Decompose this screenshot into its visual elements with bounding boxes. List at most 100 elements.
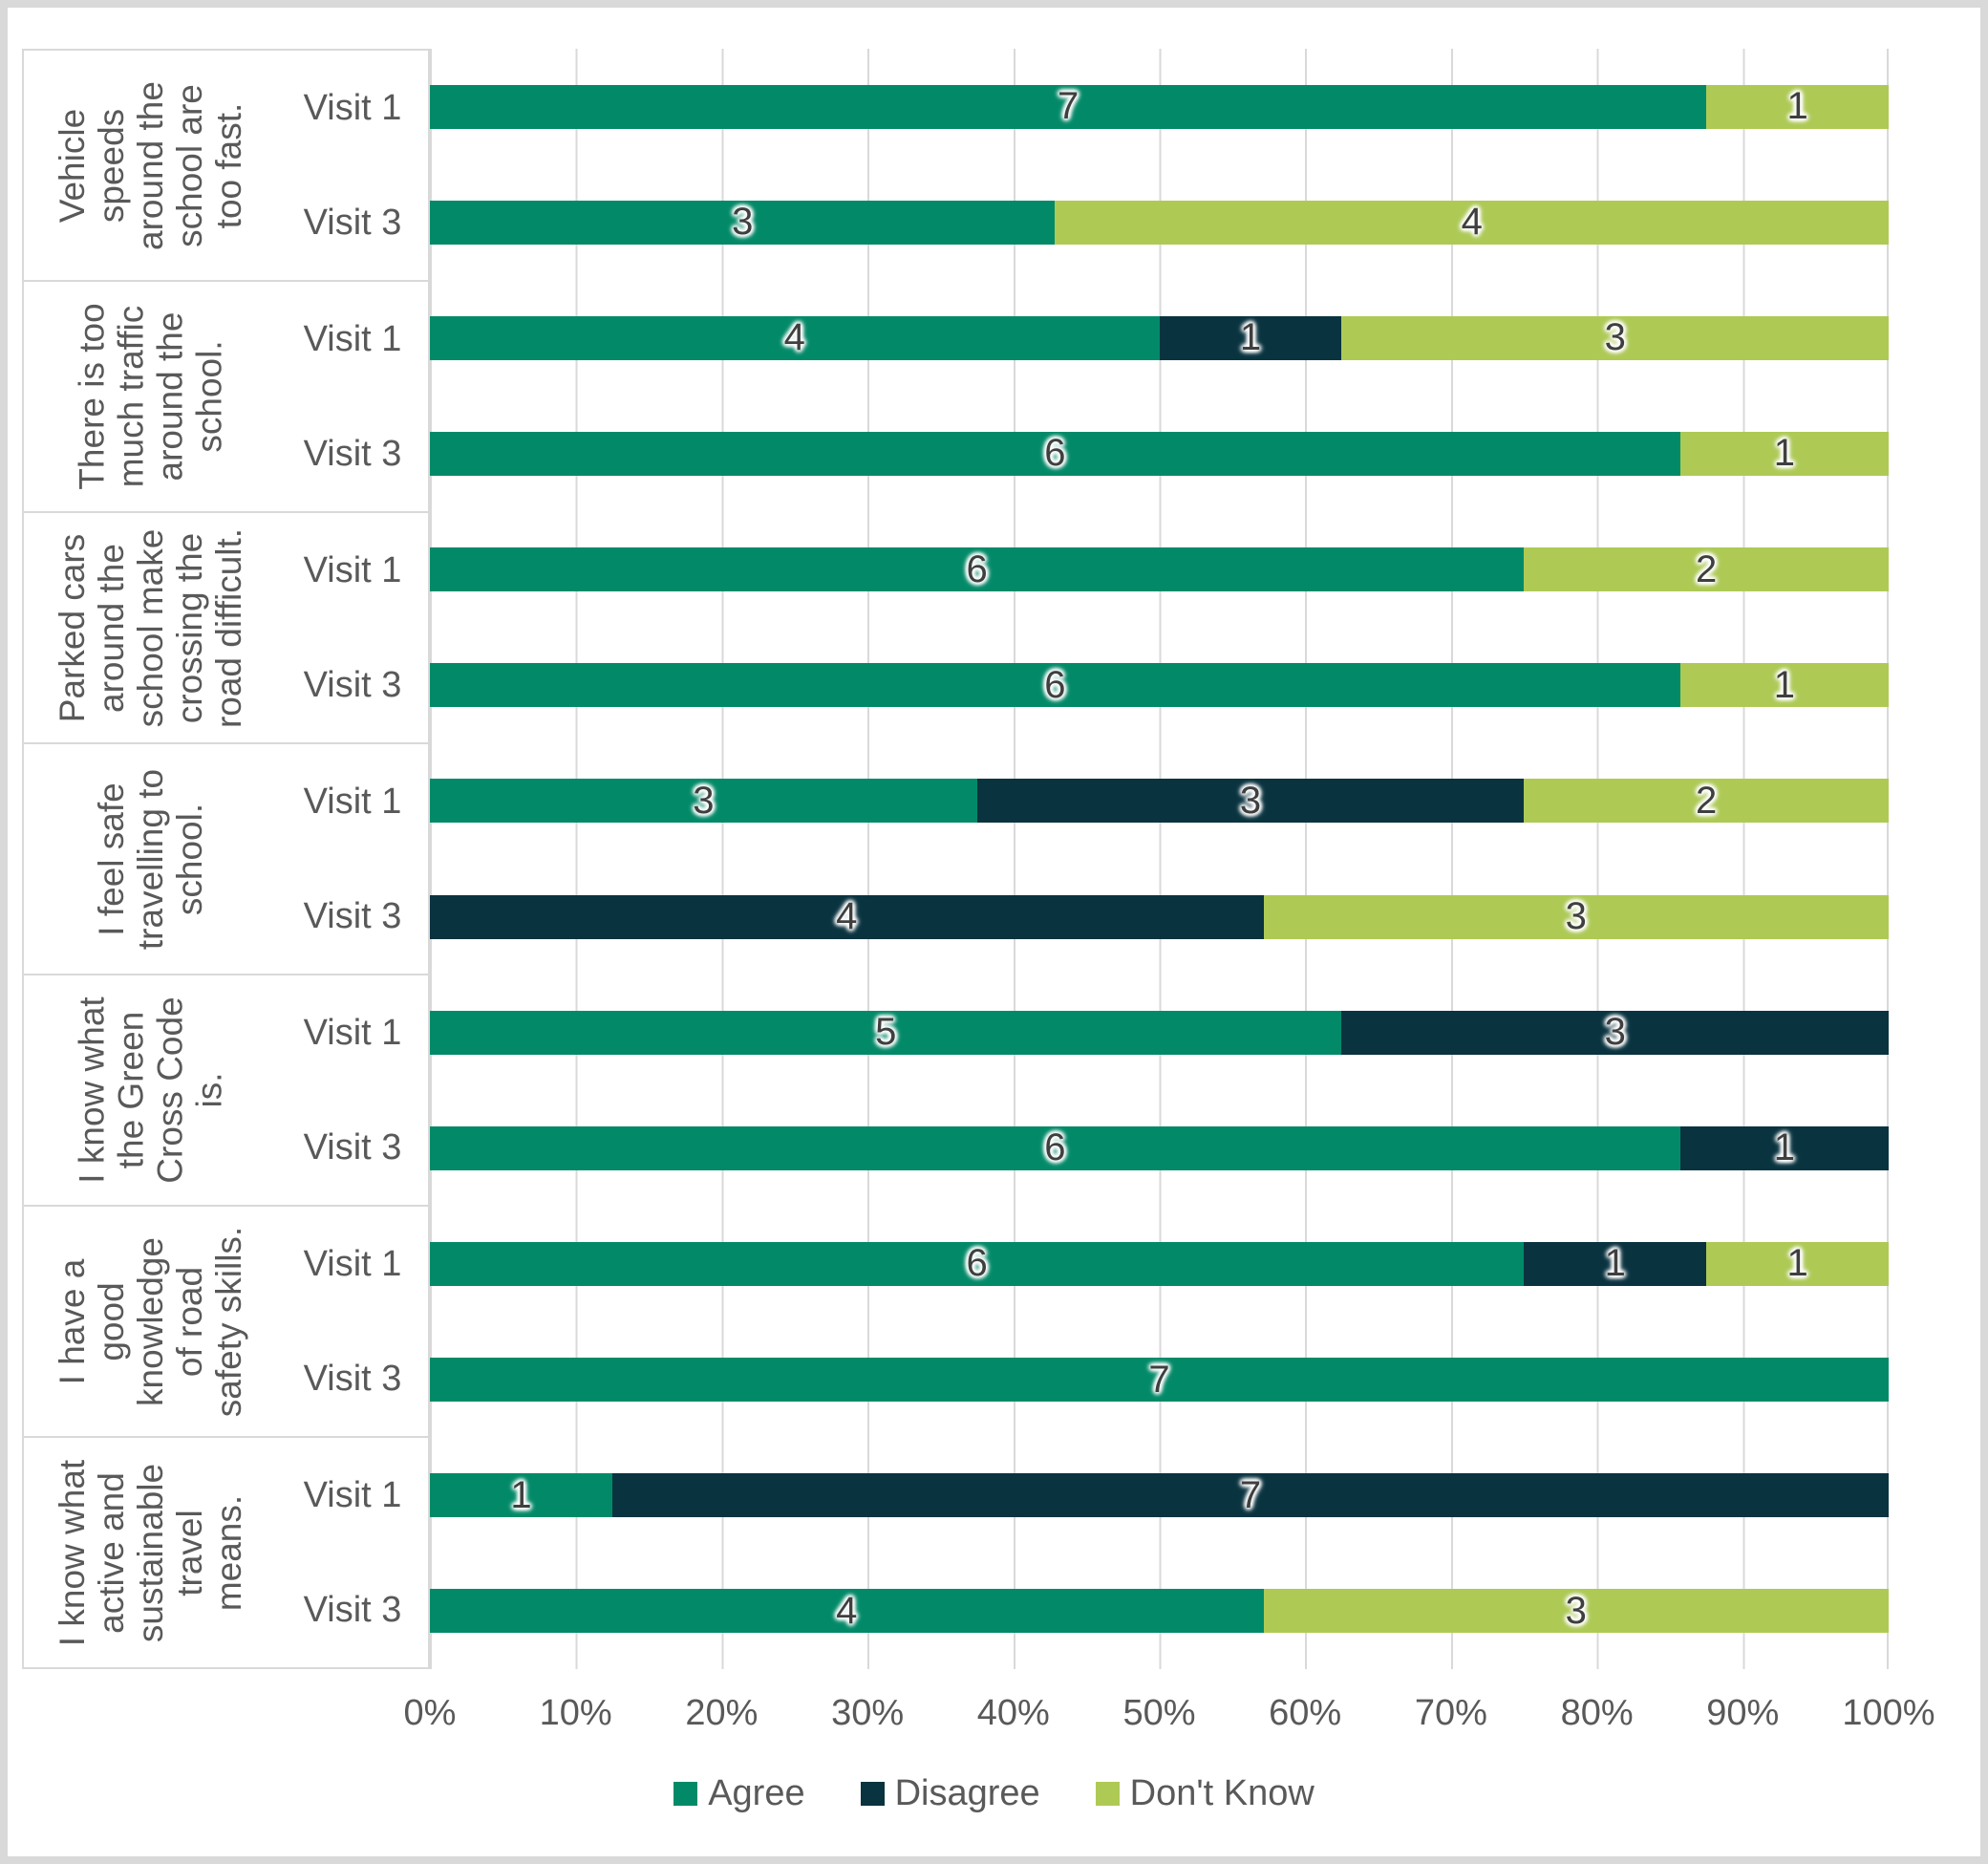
data-label: 6 bbox=[1044, 432, 1066, 475]
bar-segment-disagree: 4 bbox=[430, 894, 1264, 939]
category-group: I feel safe travelling to school. Visit 1… bbox=[24, 742, 428, 974]
visit-label: Visit 3 bbox=[303, 1589, 402, 1630]
bar-segment-agree: 3 bbox=[430, 779, 977, 824]
bar-segment-agree: 5 bbox=[430, 1010, 1342, 1055]
category-label-cell: I know what active and sustainable trave… bbox=[24, 1438, 277, 1667]
legend: Agree Disagree Don't Know bbox=[0, 1773, 1988, 1814]
data-label: 1 bbox=[1773, 1126, 1796, 1169]
data-label: 1 bbox=[1239, 316, 1262, 359]
data-label: 3 bbox=[1604, 316, 1626, 359]
visit-label: Visit 3 bbox=[303, 202, 402, 243]
bar-segment-agree: 6 bbox=[430, 547, 1525, 592]
data-label: 3 bbox=[1604, 1011, 1626, 1054]
data-label: 1 bbox=[510, 1473, 532, 1516]
bar-segment-agree: 6 bbox=[430, 1125, 1680, 1170]
bar-row: 3 3 2 bbox=[430, 743, 1889, 859]
data-label: 2 bbox=[1696, 547, 1718, 590]
data-label: 1 bbox=[1773, 432, 1796, 475]
bar-segment-don-t-know: 2 bbox=[1524, 779, 1889, 824]
data-label: 1 bbox=[1604, 1242, 1626, 1285]
visit-label-column: Visit 1 Visit 3 bbox=[277, 1438, 428, 1667]
x-tick-label: 40% bbox=[976, 1693, 1050, 1733]
bar-segment-don-t-know: 3 bbox=[1341, 315, 1889, 360]
visit-label: Visit 1 bbox=[303, 781, 402, 822]
category-label-cell: I have a good knowledge of road safety s… bbox=[24, 1207, 277, 1436]
x-axis: 0% 10% 20% 30% 40% 50% 60% 70% 80% 90% 100% bbox=[404, 1693, 1935, 1741]
category-group: I know what the Green Cross Code is. Visi… bbox=[24, 974, 428, 1205]
visit-label: Visit 1 bbox=[303, 1474, 402, 1515]
data-label: 6 bbox=[1044, 663, 1066, 706]
data-label: 4 bbox=[836, 1589, 858, 1632]
legend-item: Don't Know bbox=[1095, 1773, 1315, 1814]
visit-label-column: Visit 1 Visit 3 bbox=[277, 51, 428, 280]
bar-row: 7 bbox=[430, 1322, 1889, 1438]
visit-label: Visit 1 bbox=[303, 1012, 402, 1053]
legend-label: Don't Know bbox=[1129, 1773, 1315, 1813]
data-label: 3 bbox=[693, 779, 715, 822]
bar-segment-disagree: 1 bbox=[1679, 1125, 1889, 1170]
visit-label: Visit 3 bbox=[303, 433, 402, 474]
bar-segment-disagree: 1 bbox=[1524, 1241, 1707, 1286]
x-tick-label: 30% bbox=[831, 1693, 905, 1733]
visit-label: Visit 3 bbox=[303, 1126, 402, 1168]
category-label-cell: I know what the Green Cross Code is. bbox=[24, 975, 277, 1205]
data-label: 3 bbox=[1565, 895, 1587, 938]
visit-label-column: Visit 1 Visit 3 bbox=[277, 744, 428, 974]
visit-label-column: Visit 1 Visit 3 bbox=[277, 1207, 428, 1436]
category-group: There is too much traffic around the sch… bbox=[24, 280, 428, 511]
bar-segment-don-t-know: 3 bbox=[1263, 894, 1889, 939]
stacked-bar: 3 3 2 bbox=[430, 779, 1889, 824]
bar-segment-disagree: 7 bbox=[611, 1473, 1889, 1518]
bar-segment-agree: 3 bbox=[430, 200, 1056, 245]
bar-row: 4 1 3 bbox=[430, 280, 1889, 396]
data-label: 6 bbox=[1044, 1126, 1066, 1169]
x-tick-label: 50% bbox=[1122, 1693, 1196, 1733]
visit-label: Visit 1 bbox=[303, 318, 402, 359]
data-label: 1 bbox=[1786, 85, 1808, 128]
bar-segment-agree: 6 bbox=[430, 431, 1680, 476]
legend-label: Disagree bbox=[894, 1773, 1040, 1813]
data-label: 6 bbox=[966, 547, 988, 590]
stacked-bar: 4 1 3 bbox=[430, 315, 1889, 360]
category-group: Parked cars around the school make cross… bbox=[24, 511, 428, 742]
data-label: 1 bbox=[1786, 1242, 1808, 1285]
bar-segment-agree: 4 bbox=[430, 1589, 1264, 1634]
stacked-bar: 7 bbox=[430, 1358, 1889, 1403]
bar-segment-agree: 6 bbox=[430, 663, 1680, 708]
data-label: 4 bbox=[783, 316, 805, 359]
data-label: 7 bbox=[1239, 1473, 1262, 1516]
category-label-cell: Parked cars around the school make cross… bbox=[24, 513, 277, 742]
category-label: Parked cars around the school make cross… bbox=[52, 527, 248, 728]
bar-segment-don-t-know: 1 bbox=[1679, 431, 1889, 476]
category-group: I know what active and sustainable trave… bbox=[24, 1436, 428, 1667]
data-label: 4 bbox=[1461, 201, 1483, 244]
bar-segment-disagree: 1 bbox=[1159, 315, 1342, 360]
stacked-bar: 6 1 1 bbox=[430, 1241, 1889, 1286]
legend-swatch-disagree bbox=[860, 1782, 885, 1806]
visit-label-column: Visit 1 Visit 3 bbox=[277, 282, 428, 511]
category-label-cell: I feel safe travelling to school. bbox=[24, 744, 277, 974]
category-group: I have a good knowledge of road safety s… bbox=[24, 1205, 428, 1436]
x-tick-label: 100% bbox=[1842, 1693, 1935, 1733]
data-label: 5 bbox=[875, 1011, 897, 1054]
bar-segment-agree: 1 bbox=[430, 1473, 612, 1518]
data-label: 3 bbox=[732, 201, 754, 244]
bar-segment-disagree: 3 bbox=[1341, 1010, 1889, 1055]
category-label-cell: Vehicle speeds around the school are too… bbox=[24, 51, 277, 280]
legend-item: Disagree bbox=[860, 1773, 1040, 1814]
visit-label: Visit 1 bbox=[303, 87, 402, 128]
x-tick-label: 60% bbox=[1269, 1693, 1342, 1733]
data-label: 1 bbox=[1773, 663, 1796, 706]
category-label: I know what the Green Cross Code is. bbox=[72, 996, 229, 1184]
